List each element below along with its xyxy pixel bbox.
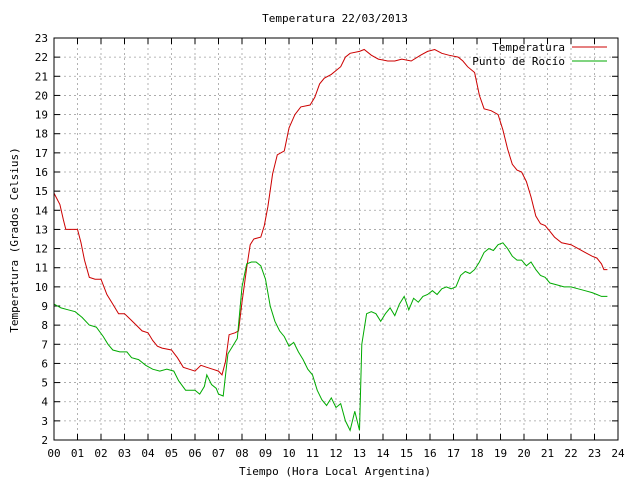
y-tick-label: 3 xyxy=(41,415,48,428)
x-tick-label: 20 xyxy=(517,447,530,460)
y-tick-label: 23 xyxy=(35,32,48,45)
y-axis-title: Temperatura (Grados Celsius) xyxy=(8,147,21,332)
x-tick-label: 07 xyxy=(212,447,225,460)
x-tick-label: 11 xyxy=(306,447,319,460)
x-axis-title: Tiempo (Hora Local Argentina) xyxy=(239,465,431,478)
series-line-punto-de-rocio xyxy=(53,242,608,432)
y-tick-label: 19 xyxy=(35,109,48,122)
x-tick-label: 14 xyxy=(376,447,390,460)
y-tick-label: 20 xyxy=(35,89,48,102)
y-tick-label: 11 xyxy=(35,262,48,275)
x-tick-label: 00 xyxy=(47,447,60,460)
legend-label-temperatura: Temperatura xyxy=(492,41,565,54)
x-tick-label: 06 xyxy=(188,447,201,460)
y-tick-label: 5 xyxy=(41,377,48,390)
x-tick-label: 24 xyxy=(611,447,625,460)
y-tick-label: 2 xyxy=(41,434,48,447)
x-tick-label: 03 xyxy=(118,447,131,460)
chart-title: Temperatura 22/03/2013 xyxy=(262,12,408,25)
y-tick-label: 14 xyxy=(35,204,49,217)
y-tick-label: 4 xyxy=(41,396,48,409)
y-tick-label: 8 xyxy=(41,319,48,332)
series-layer xyxy=(53,48,608,432)
x-tick-label: 19 xyxy=(494,447,507,460)
series-line-temperatura xyxy=(53,48,608,376)
x-tick-label: 22 xyxy=(564,447,577,460)
x-tick-label: 05 xyxy=(165,447,178,460)
y-tick-label: 18 xyxy=(35,128,48,141)
y-tick-label: 6 xyxy=(41,357,48,370)
x-tick-label: 01 xyxy=(71,447,84,460)
x-tick-label: 18 xyxy=(470,447,483,460)
x-tick-label: 10 xyxy=(282,447,295,460)
x-tick-label: 04 xyxy=(141,447,155,460)
x-tick-label: 12 xyxy=(329,447,342,460)
x-tick-label: 02 xyxy=(94,447,107,460)
y-tick-label: 9 xyxy=(41,300,48,313)
y-tick-label: 13 xyxy=(35,223,48,236)
legend: Temperatura Punto de Rocío xyxy=(472,41,607,68)
y-tick-label: 16 xyxy=(35,166,48,179)
y-tick-label: 17 xyxy=(35,147,48,160)
x-tick-label: 13 xyxy=(353,447,366,460)
y-tick-label: 7 xyxy=(41,338,48,351)
x-tick-label: 08 xyxy=(235,447,248,460)
plot-frame xyxy=(53,37,619,441)
x-tick-label: 16 xyxy=(423,447,436,460)
x-tick-label: 17 xyxy=(447,447,460,460)
x-tick-label: 23 xyxy=(588,447,601,460)
y-tick-label: 15 xyxy=(35,185,48,198)
y-tick-label: 22 xyxy=(35,51,48,64)
y-tick-label: 21 xyxy=(35,70,48,83)
x-tick-label: 21 xyxy=(541,447,554,460)
y-tick-label: 12 xyxy=(35,243,48,256)
y-tick-label: 10 xyxy=(35,281,48,294)
legend-label-punto-de-rocio: Punto de Rocío xyxy=(472,55,565,68)
grid xyxy=(54,38,618,440)
x-tick-label: 15 xyxy=(400,447,413,460)
x-tick-label: 09 xyxy=(259,447,272,460)
